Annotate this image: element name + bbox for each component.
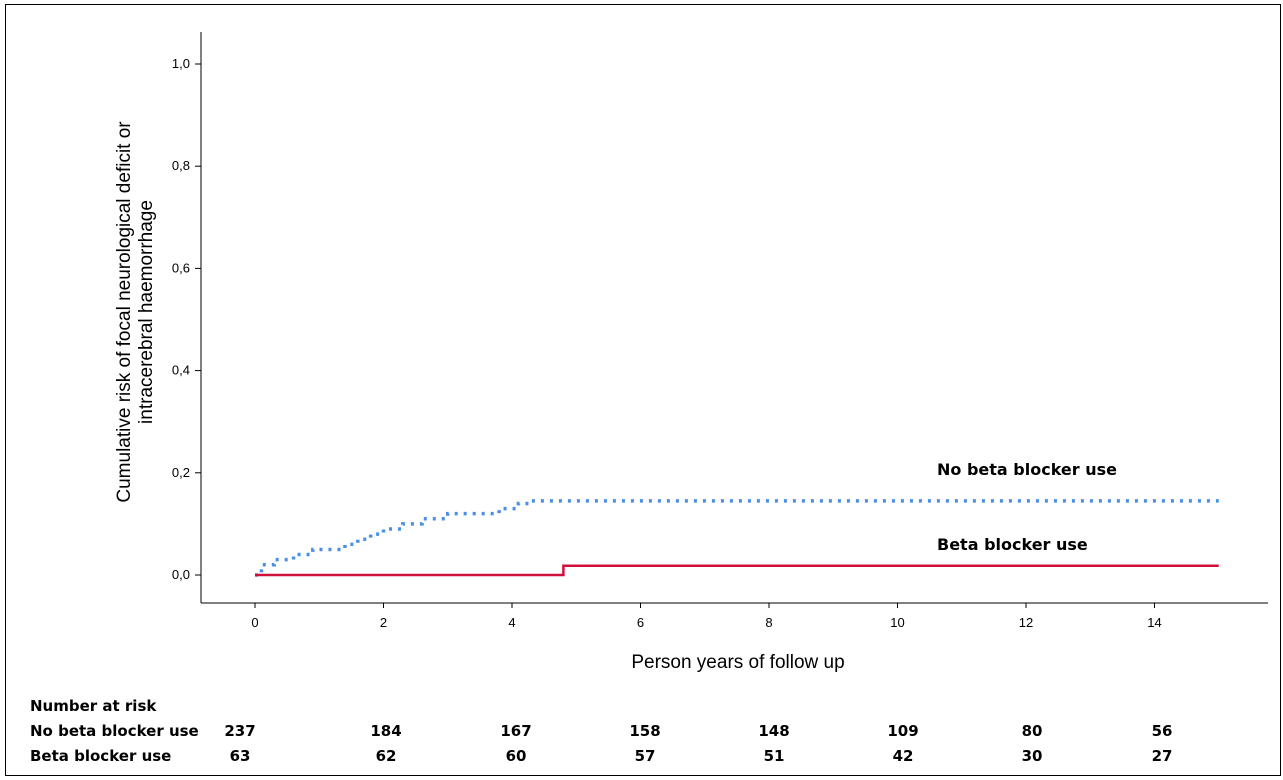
axes — [200, 32, 1268, 604]
x-tick-label: 4 — [508, 615, 515, 630]
y-tick-label: 1,0 — [172, 56, 190, 71]
x-ticks: 0 2 4 6 8 10 12 14 — [251, 603, 1162, 630]
y-axis-title-line-2: intracerebral haemorrhage — [136, 200, 157, 424]
x-tick-label: 0 — [251, 615, 258, 630]
x-tick-label: 14 — [1147, 615, 1161, 630]
series-label-beta-blocker: Beta blocker use — [937, 535, 1088, 554]
x-tick-label: 6 — [637, 615, 644, 630]
x-tick-label: 10 — [890, 615, 904, 630]
x-tick-label: 2 — [380, 615, 387, 630]
x-tick-label: 12 — [1019, 615, 1033, 630]
figure-frame — [5, 4, 1281, 776]
y-tick-label: 0,6 — [172, 260, 190, 275]
y-tick-label: 0,8 — [172, 158, 190, 173]
y-tick-label: 0,2 — [172, 465, 190, 480]
x-tick-label: 8 — [765, 615, 772, 630]
x-axis-title: Person years of follow up — [631, 652, 844, 673]
series-label-no-beta-blocker: No beta blocker use — [937, 460, 1117, 479]
y-tick-label: 0,0 — [172, 567, 190, 582]
y-axis-title-line-1: Cumulative risk of focal neurological de… — [114, 121, 135, 503]
series-layer — [255, 499, 1219, 577]
series-line-beta-blocker — [255, 564, 1219, 577]
y-tick-label: 0,4 — [172, 363, 190, 378]
y-ticks: 0,0 0,2 0,4 0,6 0,8 1,0 — [172, 56, 201, 582]
